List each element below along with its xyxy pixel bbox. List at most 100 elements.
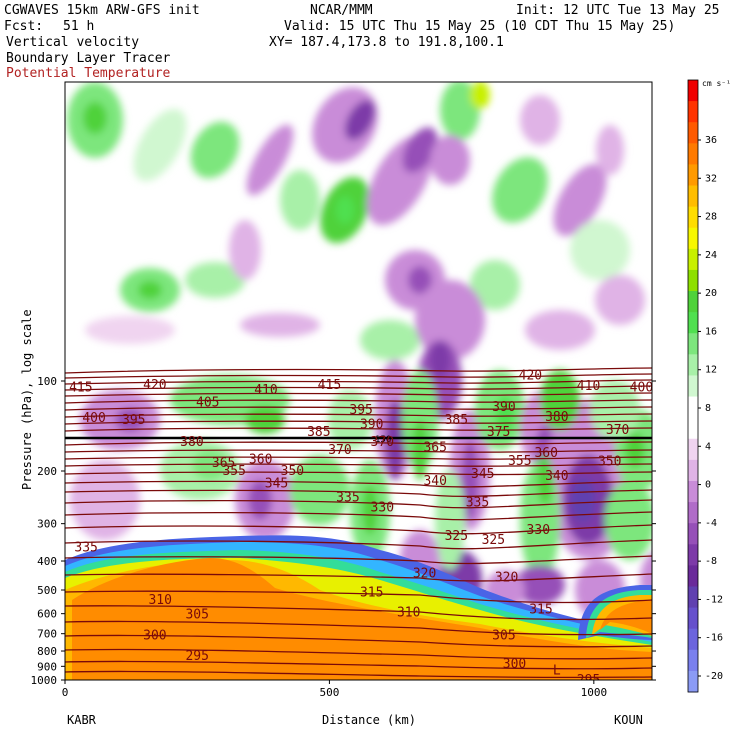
theta-contour-label: 370 <box>328 443 351 458</box>
theta-contour-label: 295 <box>185 649 208 664</box>
colorbar-swatch <box>688 628 698 651</box>
model-title: CGWAVES 15km ARW-GFS init <box>4 3 200 18</box>
colorbar-tick-label: 0 <box>705 480 711 491</box>
colorbar-swatch <box>688 164 698 187</box>
theta-contour-label: 355 <box>508 454 531 469</box>
colorbar-swatch <box>688 480 698 503</box>
theta-contour-label: 340 <box>423 474 446 489</box>
colorbar-swatch <box>688 291 698 313</box>
colorbar-swatch <box>688 80 698 102</box>
theta-contour-label: 315 <box>529 602 552 617</box>
colorbar-swatch <box>688 354 698 376</box>
colorbar-unit: cm s⁻¹ <box>702 79 731 88</box>
theta-contour-label: 325 <box>445 529 468 544</box>
theta-contour-label: 345 <box>471 467 494 482</box>
field-boundary-layer-tracer: Boundary Layer Tracer <box>6 51 171 66</box>
x-axis: 0 500 1000 <box>62 680 607 699</box>
theta-contour-label: 390 <box>492 400 515 415</box>
theta-contour-label: 320 <box>495 571 518 586</box>
colorbar: 36 32 28 24 20 16 12 8 4 0 -4 -8 -12 -16 -20 <box>687 79 723 693</box>
colorbar-swatch <box>688 586 698 609</box>
field-vertical-velocity: Vertical velocity <box>6 35 140 50</box>
theta-contour-label: 335 <box>74 540 97 555</box>
theta-contour-label: 300 <box>503 657 526 672</box>
theta-contour-label: 400 <box>630 380 653 395</box>
theta-contour-label: 415 <box>318 378 341 393</box>
y-tick-label: 300 <box>37 518 57 531</box>
theta-contour-label: L <box>553 664 561 679</box>
theta-contour-label: 360 <box>249 452 272 467</box>
theta-contour-label: 310 <box>397 606 420 621</box>
theta-contour-label: 410 <box>254 383 277 398</box>
theta-contour-label: 370 <box>606 423 629 438</box>
colorbar-swatch <box>688 523 698 545</box>
x-tick-label: 500 <box>319 686 339 699</box>
theta-contour-label: 365 <box>423 441 446 456</box>
theta-contour-label: 350 <box>281 464 304 479</box>
y-tick-label: 900 <box>37 660 57 673</box>
theta-contour-label: 400 <box>82 411 105 426</box>
theta-contour-label: 395 <box>349 403 372 418</box>
colorbar-swatch <box>688 649 698 672</box>
theta-contour-label: 340 <box>545 469 568 484</box>
colorbar-swatch <box>688 565 698 587</box>
station-left: KABR <box>67 713 97 727</box>
colorbar-swatch <box>688 396 698 419</box>
theta-contour-label: 380 <box>180 435 203 450</box>
colorbar-tick-label: 8 <box>705 403 711 414</box>
theta-contour-label: 305 <box>185 608 208 623</box>
colorbar-swatch <box>688 312 698 334</box>
theta-contour-label: 345 <box>265 476 288 491</box>
colorbar-tick-label: 24 <box>705 250 717 261</box>
theta-contour-label: 335 <box>336 490 359 505</box>
colorbar-tick-label: 4 <box>705 441 711 452</box>
y-tick-label: 800 <box>37 645 57 658</box>
x-tick-label: 1000 <box>581 686 608 699</box>
colorbar-tick-label: 28 <box>705 212 717 223</box>
xy-coords: XY= 187.4,173.8 to 191.8,100.1 <box>269 35 504 50</box>
colorbar-swatch <box>688 607 698 630</box>
theta-contour-label: 365 <box>212 456 235 471</box>
colorbar-tick-label: -4 <box>705 518 717 529</box>
colorbar-tick-label: 32 <box>705 173 717 184</box>
colorbar-tick-label: -8 <box>705 556 717 567</box>
theta-contour-label: 360 <box>534 446 557 461</box>
theta-contour-label: 350 <box>598 455 621 470</box>
theta-contour-label: 380 <box>545 410 568 425</box>
theta-contour-label: 305 <box>492 629 515 644</box>
theta-contour-label: 295 <box>577 673 600 688</box>
theta-contour-label: 335 <box>466 496 489 511</box>
valid-time: Valid: 15 UTC Thu 15 May 25 (10 CDT Thu … <box>284 19 676 34</box>
init-time: Init: 12 UTC Tue 13 May 25 <box>516 3 720 18</box>
colorbar-tick-label: 12 <box>705 365 717 376</box>
theta-contour-label: 330 <box>371 501 394 516</box>
theta-contour-label: 395 <box>122 413 145 428</box>
fcst-value: 51 h <box>63 19 95 34</box>
y-tick-label: 100 <box>37 375 57 388</box>
colorbar-swatch <box>688 438 698 461</box>
theta-contour-label: 390 <box>360 418 383 433</box>
theta-contour-label: 375 <box>487 425 510 440</box>
station-right: KOUN <box>614 713 643 727</box>
theta-contour-label: 320 <box>413 566 436 581</box>
colorbar-swatch <box>688 417 698 440</box>
y-tick-label: 200 <box>37 465 57 478</box>
colorbar-swatch <box>688 459 698 482</box>
org-title: NCAR/MMM <box>310 3 373 18</box>
colorbar-tick-label: -16 <box>705 633 723 644</box>
y-tick-label: 1000 <box>31 674 58 687</box>
colorbar-swatch <box>688 269 698 292</box>
theta-contour-label: 385 <box>307 425 330 440</box>
colorbar-swatch <box>688 375 698 398</box>
colorbar-swatch <box>688 185 698 208</box>
theta-contour-label: 420 <box>143 378 166 393</box>
y-tick-label: 600 <box>37 608 57 621</box>
colorbar-tick-label: 20 <box>705 288 717 299</box>
x-axis-label: Distance (km) <box>322 713 416 727</box>
theta-contour-label: 370 <box>371 435 394 450</box>
field-potential-temperature: Potential Temperature <box>6 66 171 81</box>
colorbar-tick-label: -12 <box>705 594 723 605</box>
